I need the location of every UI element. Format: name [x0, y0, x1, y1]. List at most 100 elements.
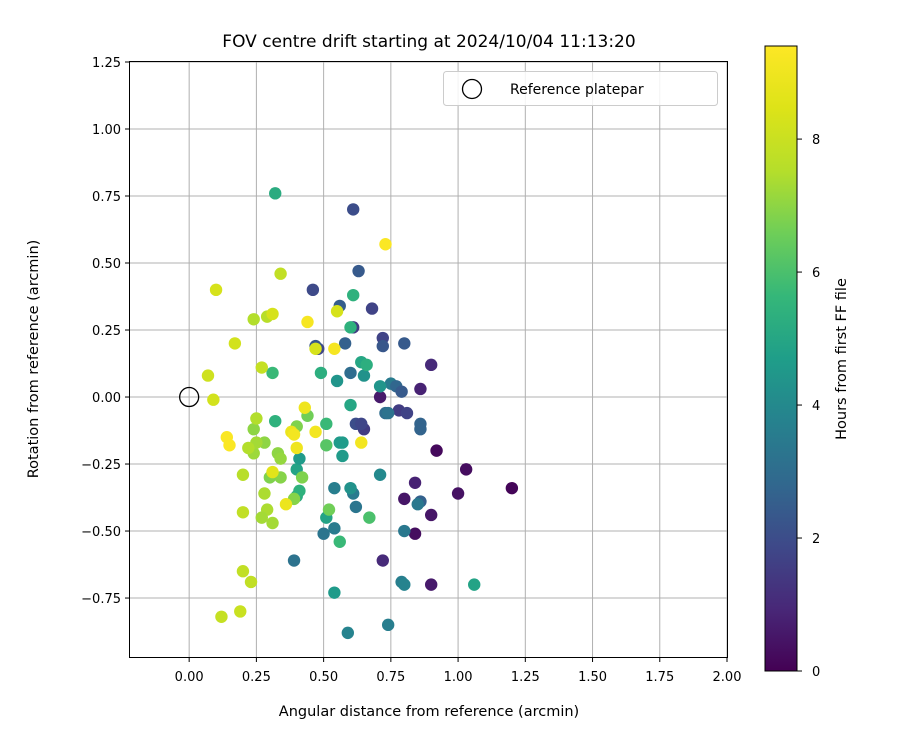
- data-point: [247, 422, 260, 436]
- data-point: [336, 436, 349, 449]
- data-point: [247, 313, 260, 326]
- data-point: [269, 414, 282, 428]
- data-point: [328, 481, 341, 495]
- data-point: [320, 439, 333, 452]
- x-tick-label: 0.25: [242, 670, 271, 685]
- data-point: [295, 471, 309, 484]
- data-point: [250, 412, 263, 425]
- data-point: [355, 417, 368, 431]
- data-point: [266, 465, 279, 479]
- colorbar-tick-label: 2: [812, 532, 820, 547]
- data-point: [352, 264, 365, 278]
- data-point: [505, 481, 519, 495]
- data-point: [411, 498, 424, 511]
- data-point: [209, 283, 223, 297]
- data-point: [414, 422, 427, 436]
- data-point: [279, 498, 293, 511]
- y-tick-label: 1.00: [92, 123, 121, 138]
- legend-box: [443, 71, 718, 106]
- y-tick-label: −0.75: [81, 592, 121, 607]
- data-point: [468, 578, 481, 591]
- y-tick-label: −0.25: [81, 458, 121, 473]
- data-point: [328, 586, 341, 599]
- x-tick-label: 1.50: [578, 670, 607, 685]
- data-point: [376, 339, 389, 353]
- colorbar-tick-label: 8: [812, 133, 820, 148]
- data-point: [258, 487, 271, 500]
- y-tick-label: 0.50: [92, 257, 121, 272]
- data-point: [424, 578, 438, 591]
- colorbar-ticks: 0 2 4 6 8: [797, 133, 820, 680]
- data-point: [287, 554, 301, 567]
- colorbar-tick-label: 4: [812, 399, 820, 414]
- y-tick-label: 0.00: [92, 391, 121, 406]
- data-point: [347, 203, 360, 216]
- colorbar: 0 2 4 6 8 Hours from first FF file: [764, 45, 850, 680]
- data-point: [430, 444, 443, 457]
- data-point: [395, 385, 408, 398]
- data-point: [330, 305, 344, 318]
- data-point: [236, 468, 250, 481]
- data-point: [424, 508, 438, 522]
- data-point: [255, 361, 268, 374]
- data-point: [344, 321, 357, 334]
- data-point: [298, 401, 311, 414]
- data-point: [287, 428, 301, 441]
- data-point: [381, 618, 395, 632]
- data-point: [309, 342, 322, 355]
- x-axis-label: Angular distance from reference (arcmin): [279, 704, 579, 720]
- data-point: [408, 476, 422, 489]
- data-point: [379, 238, 392, 251]
- data-point: [314, 366, 328, 380]
- data-point: [201, 369, 215, 382]
- colorbar-gradient: [764, 45, 798, 672]
- y-tick-label: 0.25: [92, 324, 121, 339]
- data-point: [223, 439, 236, 452]
- data-point: [349, 500, 363, 514]
- data-point: [306, 283, 320, 297]
- data-point: [381, 406, 395, 420]
- data-point: [301, 315, 314, 329]
- data-point: [347, 288, 360, 302]
- data-point: [215, 610, 228, 623]
- data-point: [266, 516, 279, 530]
- data-point: [328, 342, 341, 355]
- data-point: [365, 302, 379, 315]
- legend-label-reference: Reference platepar: [510, 82, 644, 98]
- data-point: [344, 398, 357, 412]
- legend: Reference platepar: [443, 71, 718, 106]
- data-point: [400, 406, 414, 420]
- data-point: [338, 337, 352, 350]
- data-point: [357, 369, 371, 382]
- x-tick-label: 0.50: [309, 670, 338, 685]
- data-point: [355, 436, 368, 449]
- data-point: [266, 366, 279, 380]
- data-point: [459, 463, 473, 476]
- data-point: [363, 511, 376, 524]
- data-point: [376, 554, 389, 567]
- data-point: [398, 492, 411, 506]
- data-point: [344, 366, 357, 380]
- data-point: [255, 511, 268, 524]
- data-point: [322, 503, 336, 516]
- data-point: [236, 506, 250, 519]
- data-point: [341, 626, 355, 640]
- data-point: [373, 390, 387, 404]
- data-point: [328, 522, 341, 535]
- x-tick-label: 2.00: [713, 670, 742, 685]
- data-point: [398, 524, 411, 538]
- plot-frame: [129, 61, 728, 658]
- data-point: [290, 441, 303, 455]
- data-point: [330, 374, 344, 388]
- data-point: [408, 527, 422, 540]
- data-point: [336, 449, 349, 463]
- data-point: [293, 452, 306, 465]
- data-point: [317, 527, 330, 540]
- x-axis-ticks: 0.00 0.25 0.50 0.75 1.00 1.25 1.50 1.75 2.00: [175, 657, 742, 685]
- legend-marker-reference: [461, 78, 483, 100]
- data-point: [414, 382, 427, 396]
- y-tick-label: 0.75: [92, 190, 121, 205]
- y-tick-label: −0.50: [81, 525, 121, 540]
- data-point: [242, 441, 255, 455]
- colorbar-label: Hours from first FF file: [834, 278, 850, 440]
